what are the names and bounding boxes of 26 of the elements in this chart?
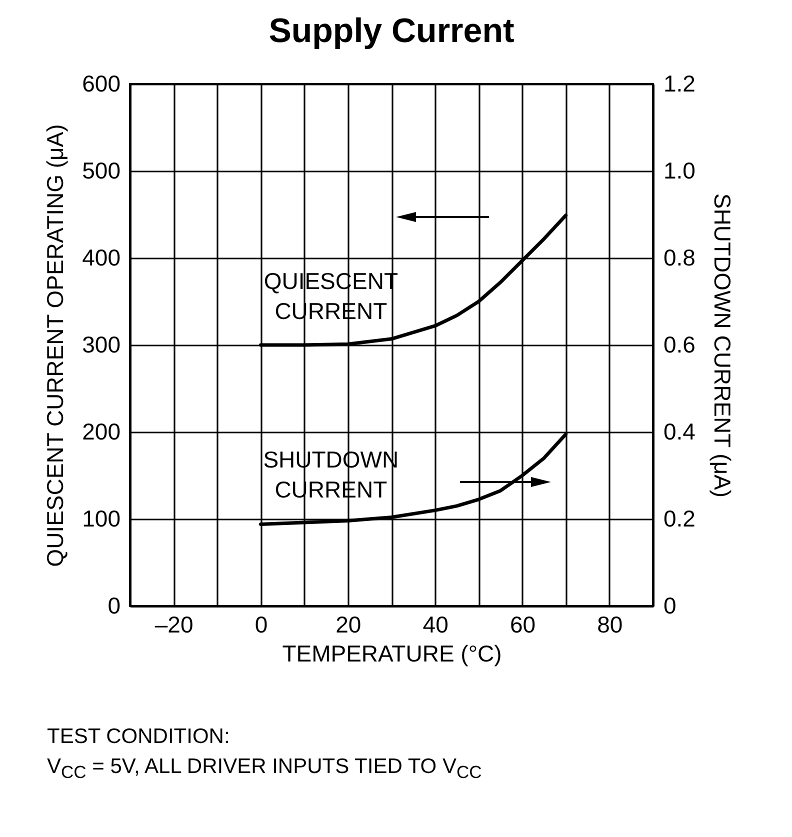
x-tick-label: 40 — [422, 612, 448, 638]
y2-tick-label: 0 — [664, 592, 676, 618]
x-tick-label: –20 — [154, 612, 194, 638]
y2-tick-label: 0.8 — [664, 244, 696, 270]
y-tick-label: 400 — [82, 244, 120, 270]
y2-axis-title: SHUTDOWN CURRENT (μA) — [709, 193, 736, 498]
x-tick-label: 20 — [336, 612, 362, 638]
y-tick-label: 300 — [82, 332, 120, 358]
x-tick-label: 0 — [254, 612, 268, 638]
y2-tick-label: 0.6 — [664, 332, 696, 358]
x-tick-label: 60 — [510, 612, 536, 638]
y-tick-label: 0 — [108, 592, 120, 618]
y2-tick-label: 0.4 — [664, 418, 696, 444]
y-tick-label: 500 — [82, 158, 120, 184]
chart-title: Supply Current — [268, 12, 514, 50]
y-tick-label: 100 — [82, 506, 120, 532]
y-axis-title: QUIESCENT CURRENT OPERATING (μA) — [42, 124, 68, 567]
y2-tick-label: 1.2 — [664, 70, 696, 96]
y2-tick-label: 1.0 — [664, 158, 696, 184]
text: V$_{CC}$ = 5V, ALL DRIVER INPUTS TIED TO V$_{CC}$ — [47, 754, 482, 784]
text: TEST CONDITION: — [47, 724, 231, 750]
y-tick-label: 600 — [82, 70, 120, 96]
y-tick-label: 200 — [82, 418, 120, 444]
x-tick-label: 80 — [597, 612, 623, 638]
x-axis-title: TEMPERATURE (°C) — [282, 640, 502, 666]
y2-tick-label: 0.2 — [664, 506, 696, 532]
